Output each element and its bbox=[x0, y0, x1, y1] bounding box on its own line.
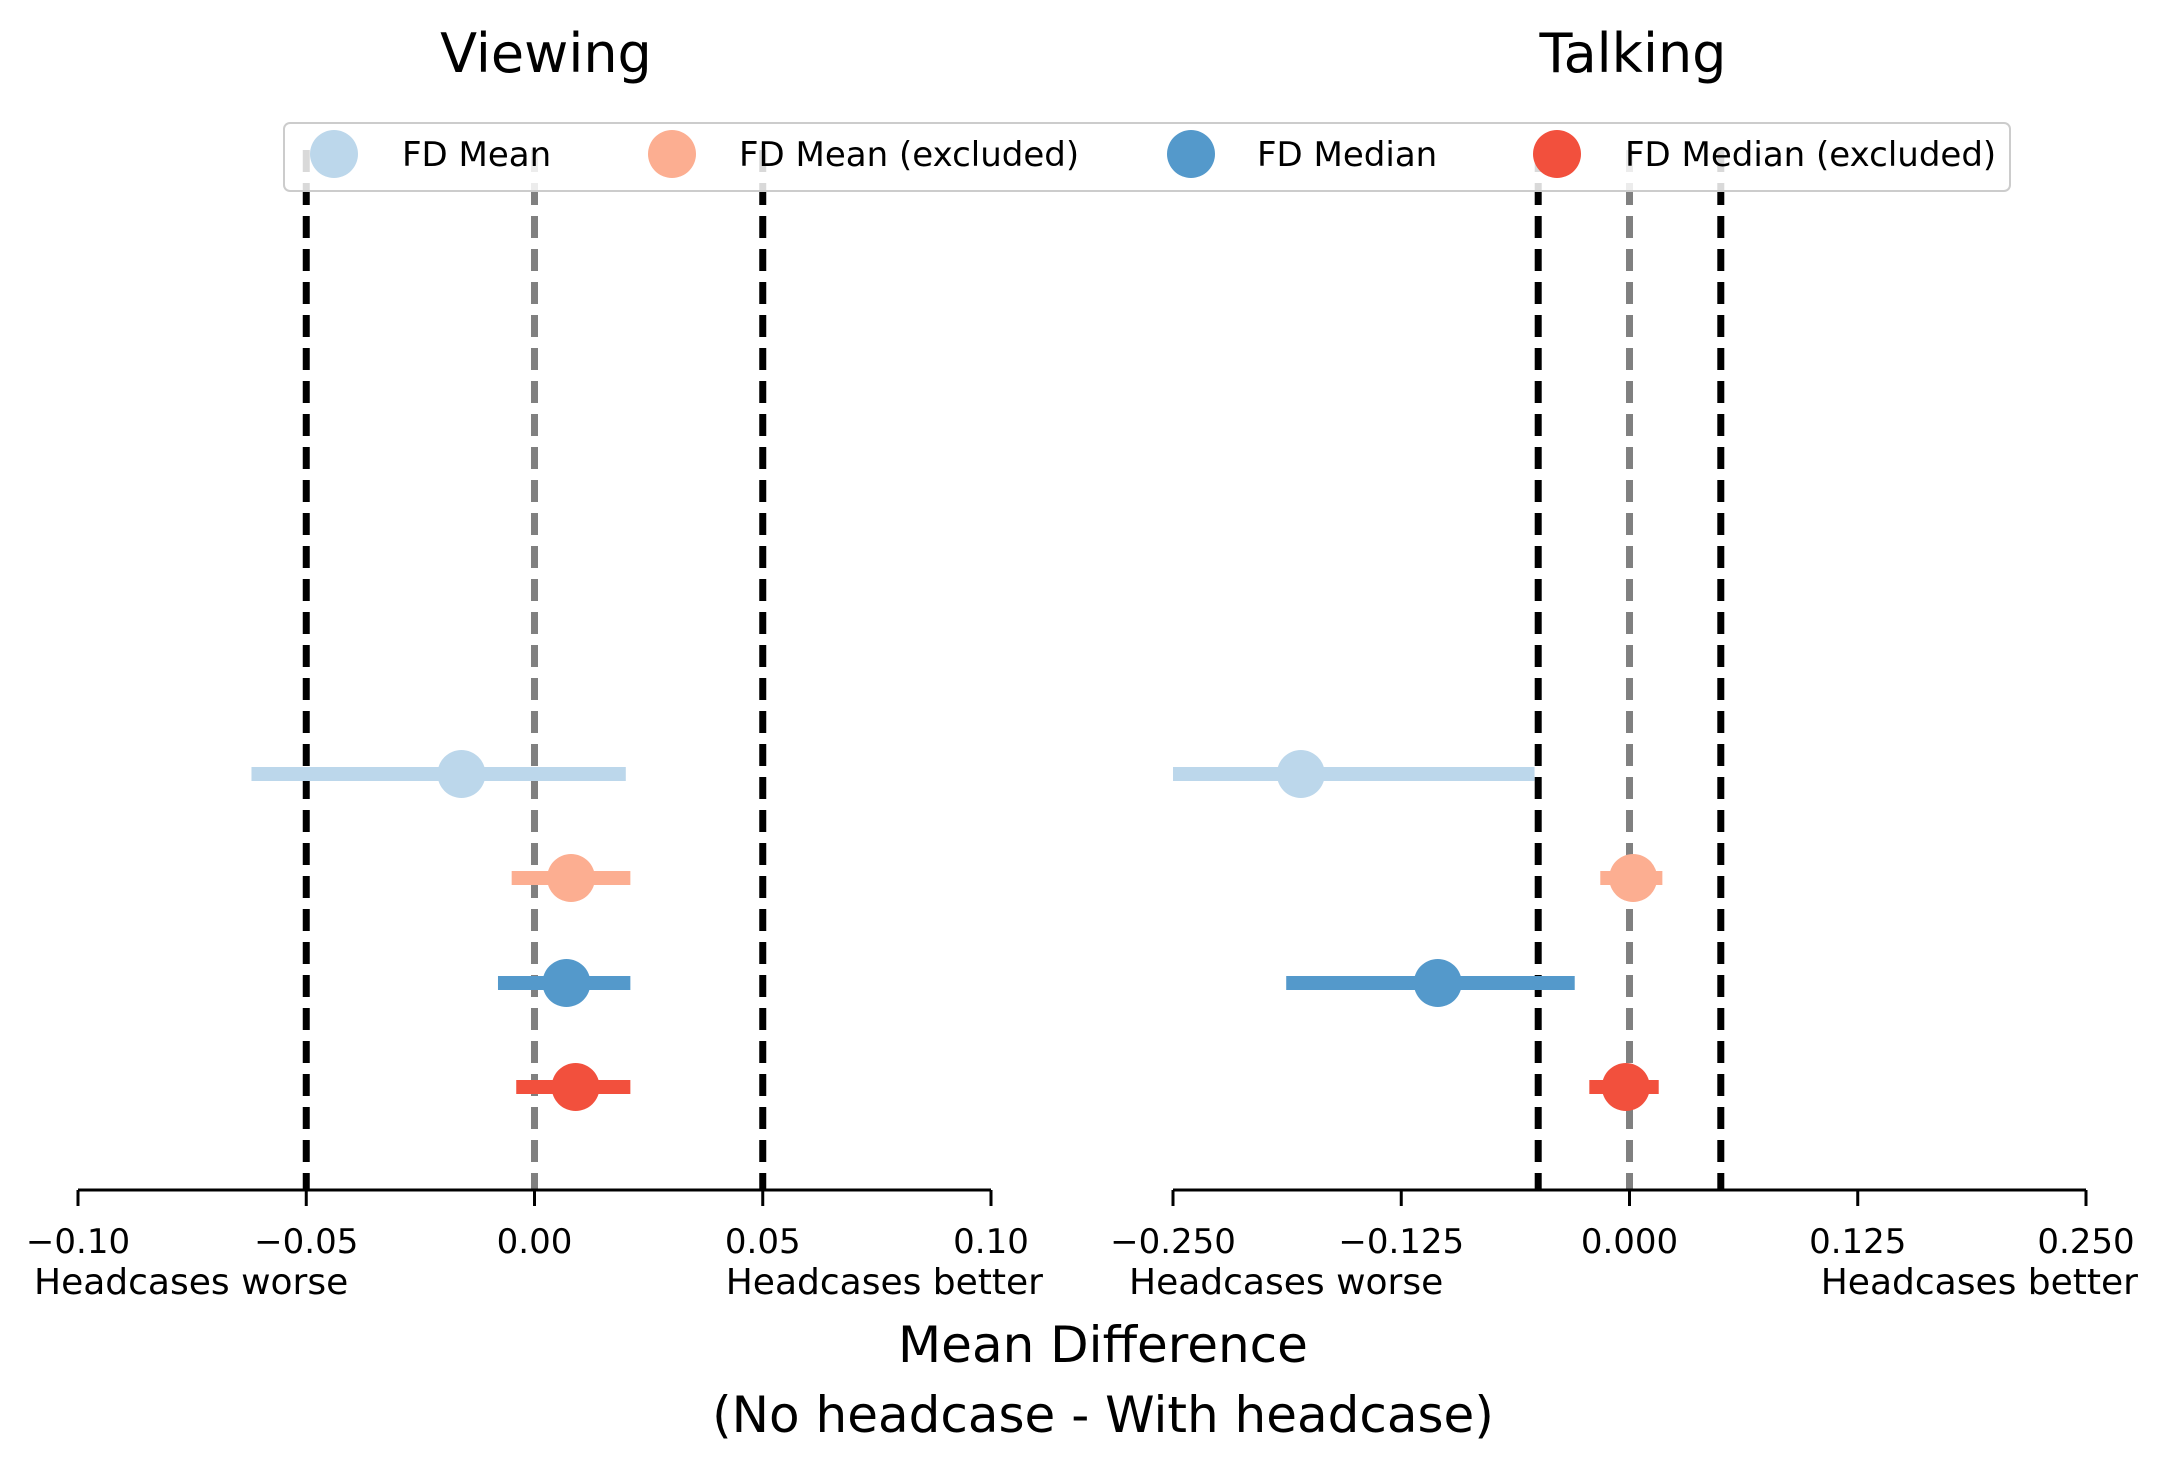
x-tick-label: 0.125 bbox=[1809, 1222, 1906, 1262]
x-axis-label: Mean Difference (No headcase - With headc… bbox=[712, 1316, 1494, 1444]
x-tick-label: −0.250 bbox=[1110, 1222, 1236, 1262]
point-fd-mean bbox=[437, 750, 486, 798]
panel-title: Viewing bbox=[440, 22, 652, 85]
x-axis-label-line: (No headcase - With headcase) bbox=[712, 1386, 1494, 1444]
x-tick-label: 0.10 bbox=[953, 1222, 1029, 1262]
x-axis-label-line: Mean Difference bbox=[898, 1316, 1308, 1374]
legend-marker-fd-mean bbox=[310, 130, 358, 178]
legend-label-fd-median: FD Median bbox=[1257, 135, 1437, 175]
x-tick-label: −0.125 bbox=[1338, 1222, 1464, 1262]
x-tick-label: 0.00 bbox=[497, 1222, 573, 1262]
x-tick-label: 0.000 bbox=[1581, 1222, 1678, 1262]
left-note: Headcases worse bbox=[34, 1262, 348, 1303]
legend-label-fd-mean-excluded: FD Mean (excluded) bbox=[739, 135, 1079, 175]
x-tick-label: −0.10 bbox=[26, 1222, 130, 1262]
legend: FD Mean FD Mean (excluded) FD Median FD Med… bbox=[283, 122, 2011, 192]
legend-marker-fd-median-excluded bbox=[1533, 130, 1581, 178]
right-note: Headcases better bbox=[1821, 1262, 2138, 1303]
legend-marker-fd-median bbox=[1167, 130, 1215, 178]
panel-viewing: Viewing −0.10 −0.05 0.00 0.05 0.10 Headcases w… bbox=[26, 22, 1043, 1303]
x-tick-label: 0.250 bbox=[2037, 1222, 2134, 1262]
legend-label-fd-median-excluded: FD Median (excluded) bbox=[1625, 135, 1996, 175]
panel-talking: Talking−0.250 −0.125 0.000 0.125 0.250Headca… bbox=[1110, 22, 2138, 1303]
point-fd-median bbox=[542, 959, 591, 1007]
left-note: Headcases worse bbox=[1129, 1262, 1443, 1303]
point-fd-median-excluded bbox=[1601, 1063, 1650, 1111]
point-fd-mean bbox=[1276, 750, 1325, 798]
legend-frame bbox=[283, 122, 2011, 192]
point-fd-mean-excluded bbox=[547, 854, 596, 902]
point-fd-median bbox=[1413, 959, 1462, 1007]
x-tick-label: −0.05 bbox=[254, 1222, 358, 1262]
x-tick-label: 0.05 bbox=[725, 1222, 801, 1262]
point-fd-median-excluded bbox=[551, 1063, 600, 1111]
right-note: Headcases better bbox=[726, 1262, 1043, 1303]
panel-title: Talking bbox=[1539, 22, 1727, 85]
point-fd-mean-excluded bbox=[1609, 854, 1658, 902]
legend-label-fd-mean: FD Mean bbox=[402, 135, 551, 175]
legend-marker-fd-mean-excluded bbox=[648, 130, 696, 178]
